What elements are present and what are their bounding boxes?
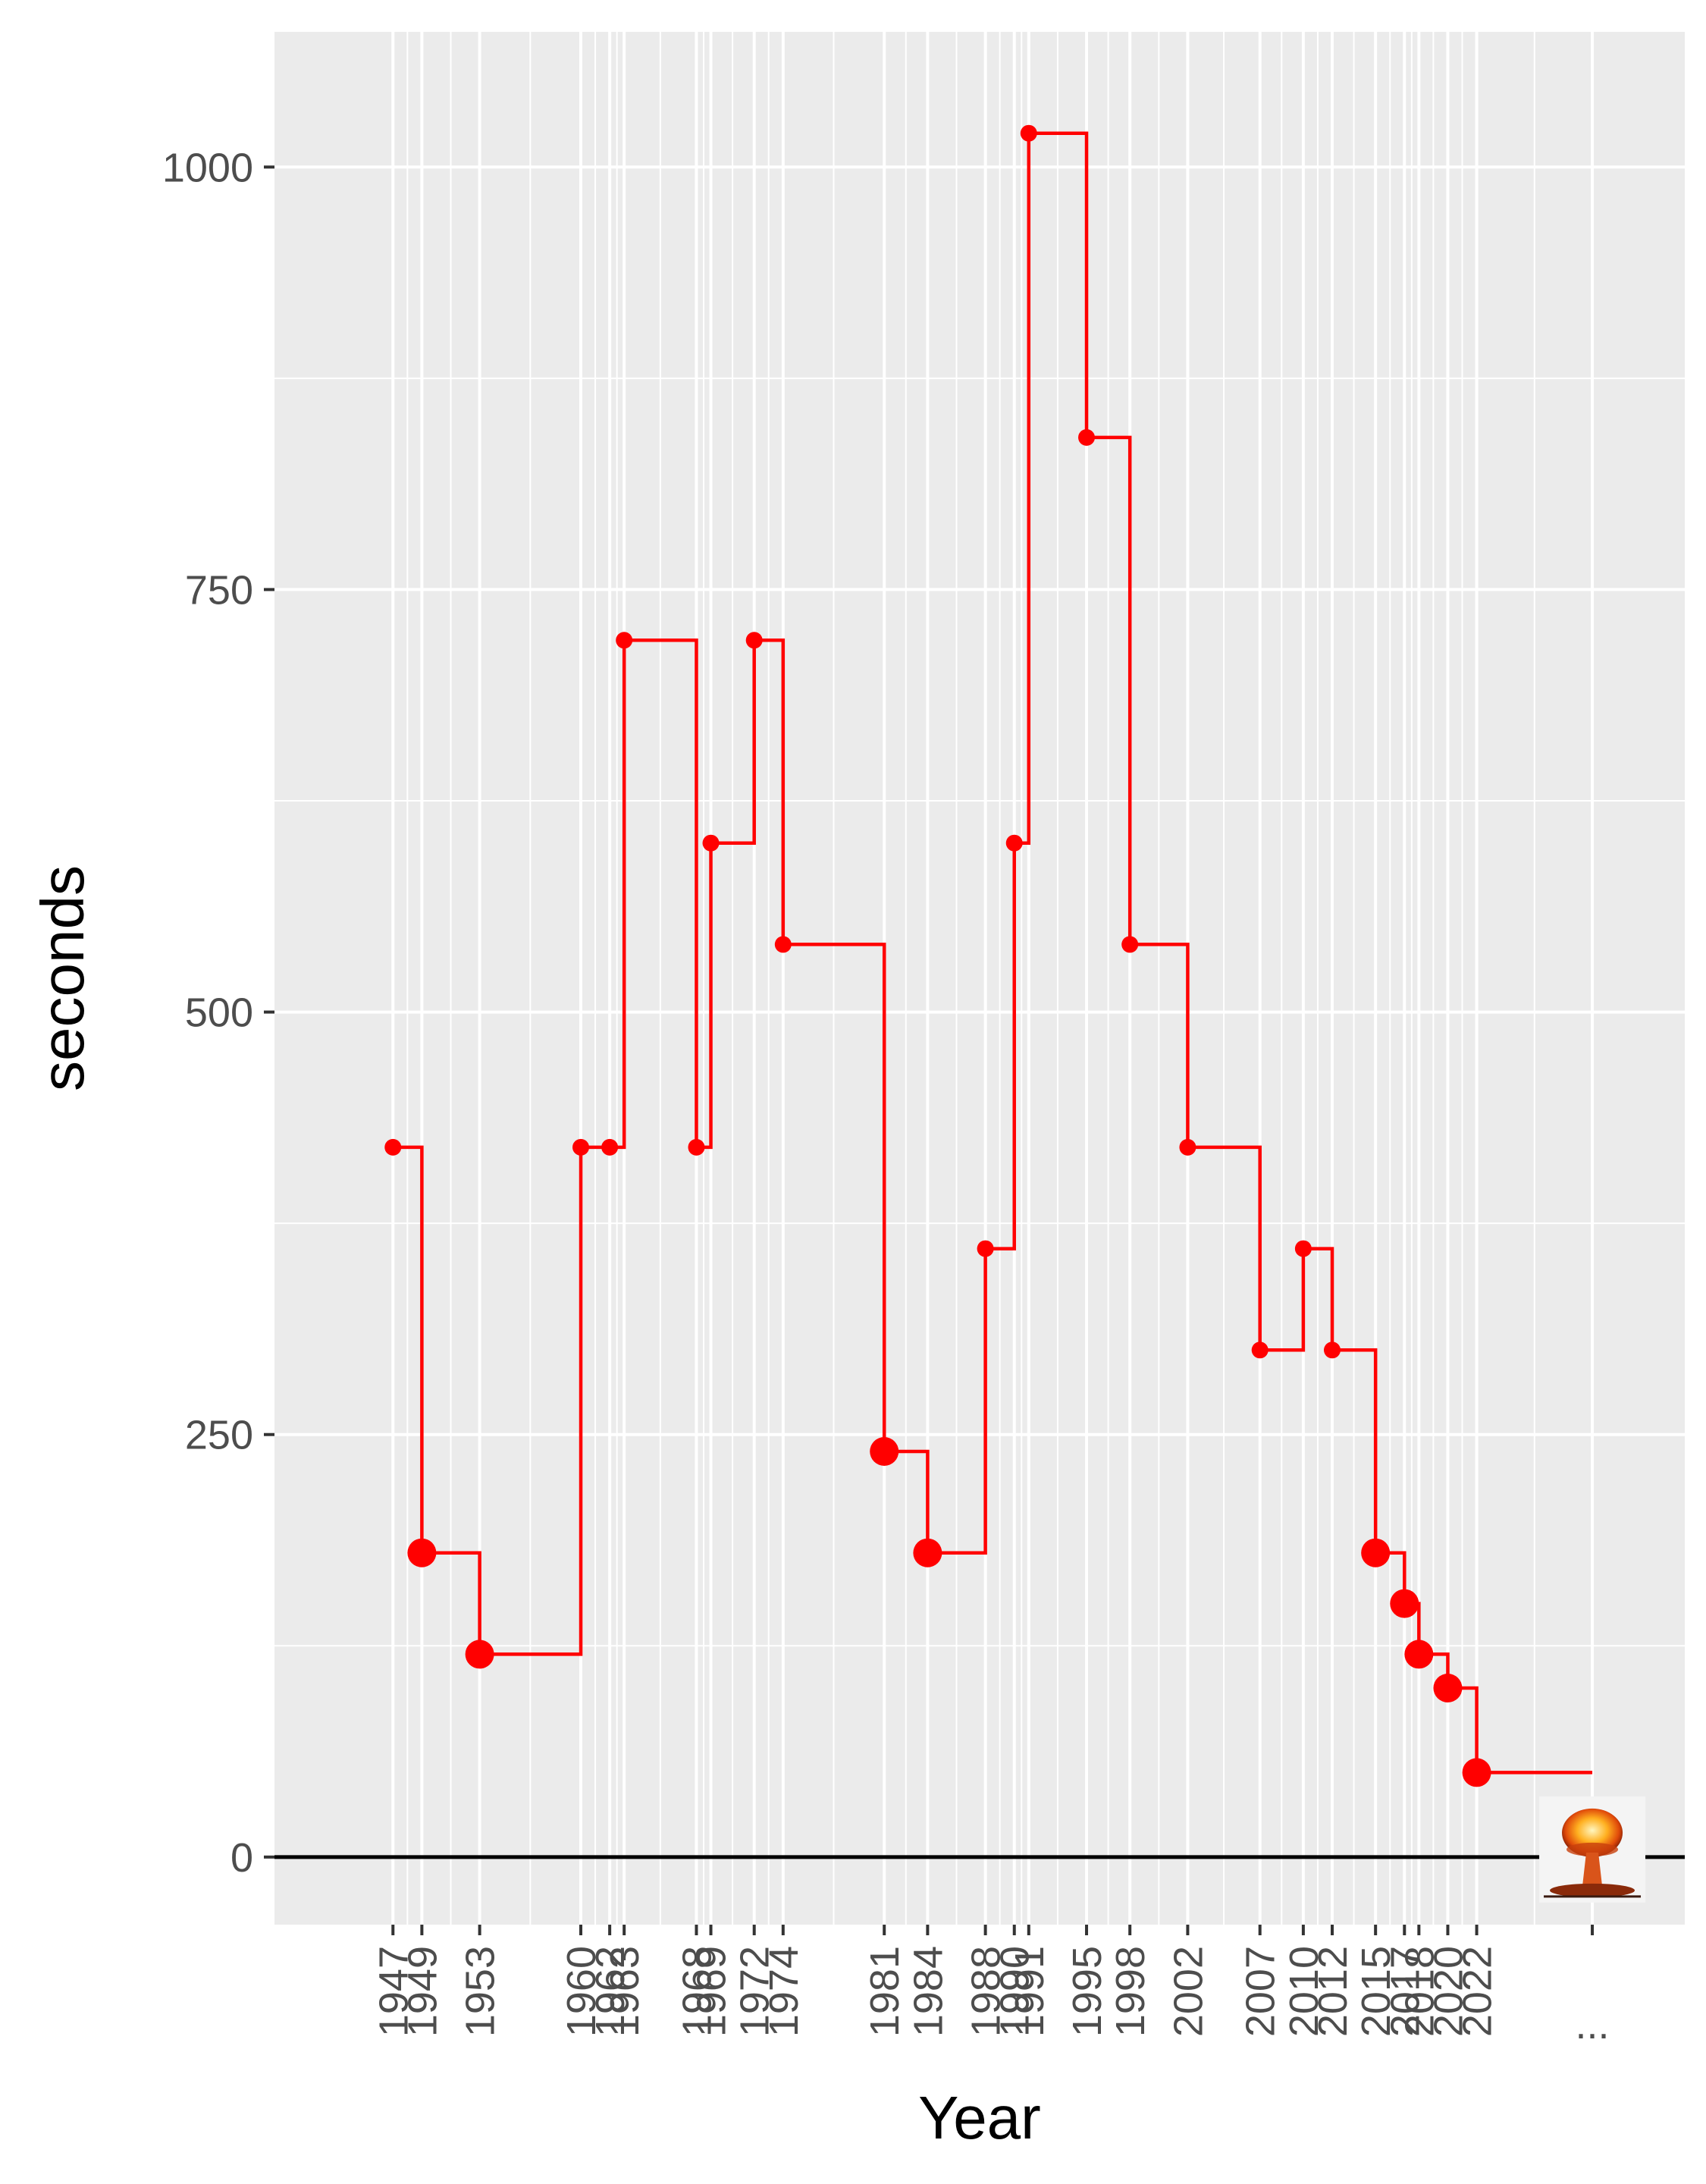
y-axis: 0 250 500 750 1000 <box>162 145 274 1881</box>
data-point <box>913 1538 942 1567</box>
x-tick-label: 1988 <box>964 1946 1009 2037</box>
x-tick-label: 1969 <box>689 1946 735 2037</box>
x-tick-label: 2012 <box>1310 1946 1356 2037</box>
data-point <box>977 1240 994 1257</box>
data-point <box>1121 936 1139 953</box>
data-point <box>1005 834 1023 852</box>
x-tick-label: 1962 <box>588 1946 633 2037</box>
data-point <box>1404 1640 1434 1669</box>
x-tick-label: 2007 <box>1238 1946 1284 2037</box>
data-point <box>1078 428 1096 446</box>
x-tick-label: 2018 <box>1397 1946 1442 2037</box>
data-point <box>1294 1240 1312 1257</box>
data-point <box>1462 1758 1491 1787</box>
data-point <box>1324 1341 1341 1359</box>
x-tick-label: 1947 <box>371 1946 416 2037</box>
x-tick-label: 2010 <box>1281 1946 1327 2037</box>
data-point <box>1020 124 1037 142</box>
x-tick-label: 1949 <box>400 1946 445 2037</box>
data-point <box>616 632 633 649</box>
x-tick-label: 1981 <box>862 1946 908 2037</box>
mushroom-cloud-icon <box>1539 1796 1646 1903</box>
x-tick-label: 2002 <box>1165 1946 1211 2037</box>
data-point <box>870 1437 899 1466</box>
data-point <box>407 1538 437 1567</box>
x-tick-label: 1953 <box>458 1946 503 2037</box>
data-point <box>1433 1674 1463 1702</box>
data-point <box>384 1138 402 1156</box>
data-point <box>688 1138 705 1156</box>
x-tick-label: 1963 <box>602 1946 648 2037</box>
y-tick-label: 0 <box>230 1835 253 1881</box>
data-points <box>384 124 1491 1787</box>
data-point <box>745 632 763 649</box>
data-point <box>774 936 792 953</box>
y-tick-label: 1000 <box>162 145 253 190</box>
data-point <box>1251 1341 1269 1359</box>
x-tick-label: ... <box>1576 2002 1610 2048</box>
data-point <box>1361 1538 1391 1567</box>
x-tick-label: 1995 <box>1065 1946 1110 2037</box>
x-axis-title: Year <box>918 2084 1041 2151</box>
y-tick-label: 500 <box>185 990 253 1036</box>
x-tick-label: 2015 <box>1353 1946 1399 2037</box>
cloud-ring <box>1566 1842 1619 1856</box>
x-tick-label: 1974 <box>761 1946 807 2037</box>
y-tick-label: 750 <box>185 567 253 613</box>
x-tick-label: 1991 <box>1007 1946 1052 2037</box>
x-tick-label: 1960 <box>559 1946 604 2037</box>
x-tick-label: 2017 <box>1382 1946 1428 2037</box>
x-tick-label: 1972 <box>732 1946 778 2037</box>
data-point <box>1390 1589 1419 1618</box>
data-point <box>572 1138 590 1156</box>
plot-panel <box>274 32 1685 1925</box>
y-tick-label: 250 <box>185 1413 253 1458</box>
data-point <box>601 1138 619 1156</box>
cloud-stem <box>1582 1852 1603 1886</box>
x-tick-label: 1968 <box>674 1946 720 2037</box>
cloud-base <box>1550 1883 1635 1897</box>
grid-minor <box>274 32 1685 1925</box>
data-point <box>702 834 720 852</box>
x-tick-label: 2022 <box>1455 1946 1501 2037</box>
data-point <box>1179 1138 1196 1156</box>
x-tick-label: 2020 <box>1425 1946 1471 2037</box>
y-axis-title: seconds <box>29 865 96 1091</box>
data-point <box>465 1640 494 1669</box>
x-tick-label: 1998 <box>1108 1946 1153 2037</box>
x-tick-label: 1984 <box>905 1946 951 2037</box>
x-tick-label: 1990 <box>993 1946 1038 2037</box>
